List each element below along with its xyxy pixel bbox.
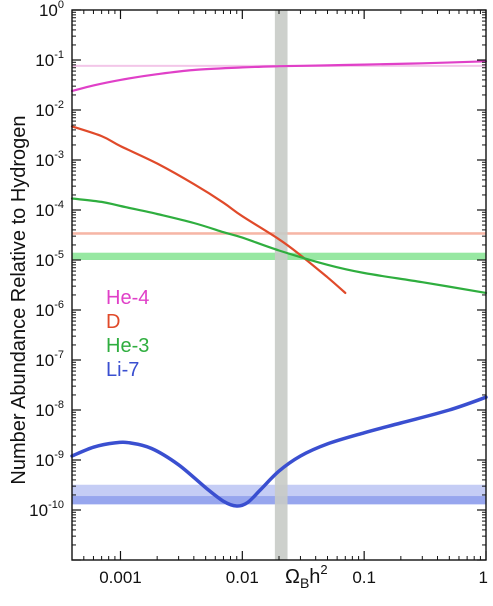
x-tick-label: 1 <box>479 568 488 587</box>
series-line-he-4 <box>70 60 488 93</box>
y-tick-label: 10-6 <box>35 299 64 320</box>
y-tick-label: 10-7 <box>35 349 64 370</box>
x-tick-labels: 0.001 0.01 0.1 1 <box>99 568 488 587</box>
y-tick-label: 100 <box>39 0 64 20</box>
x-tick-label: 0.001 <box>99 568 142 587</box>
x-axis-title-sub: B <box>300 575 309 591</box>
y-tick-label: 10-8 <box>35 399 64 420</box>
y-tick-label: 10-4 <box>35 199 64 220</box>
x-tick-label: 0.01 <box>226 568 259 587</box>
omega-b-band <box>274 10 288 560</box>
y-tick-label: 10-10 <box>29 499 64 520</box>
series-line-d <box>70 125 347 294</box>
x-axis-title-sup: 2 <box>320 562 327 577</box>
series-lines <box>70 60 488 508</box>
series-line-li-7 <box>70 395 488 508</box>
vertical-band <box>274 10 288 560</box>
legend-item-he-3: He-3 <box>106 335 149 357</box>
x-tick-label: 0.1 <box>352 568 376 587</box>
x-axis-title-base: Ω <box>285 566 300 588</box>
y-tick-labels: 100 10-1 10-2 10-3 10-4 10-5 10-6 10-7 10-8 10-9 1… <box>29 0 64 520</box>
y-axis-title: Number Abundance Relative to Hydrogen <box>8 115 30 484</box>
legend-item-he-4: He-4 <box>106 287 149 309</box>
y-tick-label: 10-5 <box>35 249 64 270</box>
y-tick-label: 10-9 <box>35 449 64 470</box>
y-tick-label: 10-2 <box>35 99 64 120</box>
legend-item-li-7: Li-7 <box>106 359 139 381</box>
legend-item-d: D <box>106 311 120 333</box>
series-line-he-3 <box>70 197 488 294</box>
x-axis-title: ΩBh2 <box>285 562 328 591</box>
x-axis-title-main: h <box>309 566 320 588</box>
y-tick-label: 10-1 <box>35 49 64 70</box>
y-tick-label: 10-3 <box>35 149 64 170</box>
tick-marks <box>71 9 487 561</box>
